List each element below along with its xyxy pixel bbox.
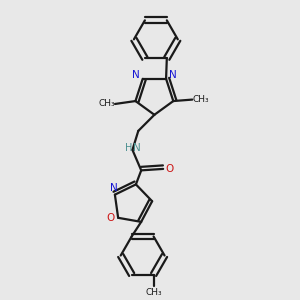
Text: N: N [133, 142, 141, 153]
Text: O: O [107, 213, 115, 223]
Text: CH₃: CH₃ [145, 288, 162, 297]
Text: H: H [125, 142, 133, 153]
Text: O: O [165, 164, 173, 174]
Text: N: N [169, 70, 176, 80]
Text: N: N [110, 183, 117, 193]
Text: CH₃: CH₃ [193, 95, 209, 104]
Text: N: N [132, 70, 140, 80]
Text: CH₃: CH₃ [98, 100, 115, 109]
